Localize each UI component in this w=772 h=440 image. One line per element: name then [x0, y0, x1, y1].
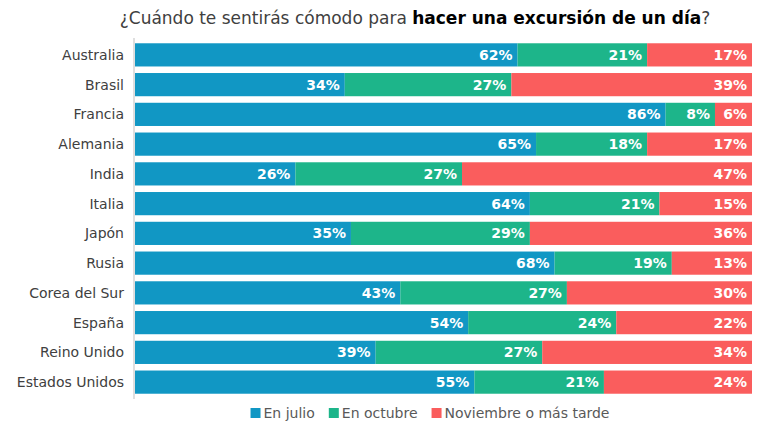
title: ¿Cuándo te sentirás cómodo para hacer un… [120, 8, 710, 28]
bar-segment [400, 281, 567, 304]
legend-marker [329, 408, 339, 418]
legend-label: En octubre [342, 405, 418, 421]
data-label: 6% [723, 106, 747, 122]
data-label: 62% [479, 47, 513, 63]
data-label: 65% [498, 136, 532, 152]
data-label: 21% [621, 196, 655, 212]
data-label: 29% [491, 225, 525, 241]
bar-segment [542, 341, 752, 364]
data-label: 15% [713, 196, 747, 212]
bar-segment [647, 43, 752, 66]
category-label: Italia [89, 196, 124, 212]
chart: ¿Cuándo te sentirás cómodo para hacer un… [0, 0, 772, 440]
legend-label: Noviembre o más tarde [445, 405, 610, 421]
bar-segment [715, 103, 752, 126]
data-label: 27% [504, 344, 538, 360]
bar-segment [345, 73, 512, 96]
legend-label: En julio [264, 405, 315, 421]
data-label: 39% [337, 344, 371, 360]
bar-segment [468, 311, 616, 334]
data-label: 68% [516, 255, 550, 271]
category-label: Rusia [86, 255, 124, 271]
bar-segment [530, 222, 752, 245]
bar-segment [135, 43, 518, 66]
bar-segment [351, 222, 530, 245]
bar-segment [666, 103, 715, 126]
bar-segment [555, 252, 672, 275]
bar-segment [376, 341, 543, 364]
data-label: 21% [609, 47, 643, 63]
data-label: 55% [436, 374, 470, 390]
bar-segment [295, 162, 462, 185]
data-label: 13% [713, 255, 747, 271]
data-label: 22% [713, 315, 747, 331]
data-label: 47% [713, 166, 747, 182]
data-labels: 62% 21% 17% 34% 27% 39% 86% 8% 6% 65% 18% 17% 26% 27%… [257, 47, 747, 390]
data-label: 30% [713, 285, 747, 301]
data-label: 64% [491, 196, 525, 212]
bar-segment [474, 371, 604, 394]
category-label: Corea del Sur [29, 285, 124, 301]
bar-segment [530, 192, 660, 215]
legend-marker [251, 408, 261, 418]
bar-segment [135, 222, 351, 245]
data-label: 86% [627, 106, 661, 122]
category-label: Brasil [85, 77, 124, 93]
bar-segment [135, 341, 376, 364]
data-label: 17% [713, 136, 747, 152]
category-label: Alemania [58, 136, 124, 152]
data-label: 24% [578, 315, 612, 331]
category-label: India [90, 166, 124, 182]
data-label: 24% [713, 374, 747, 390]
data-label: 43% [362, 285, 396, 301]
bar-segment [135, 371, 474, 394]
bar-segment [135, 73, 345, 96]
title-run: hacer una excursión de un día [412, 8, 701, 28]
bar-segment [518, 43, 648, 66]
bars [135, 43, 752, 393]
bar-segment [616, 311, 752, 334]
category-label: Estados Unidos [17, 374, 124, 390]
bar-segment [135, 192, 530, 215]
category-label: España [73, 315, 124, 331]
title-run: ? [701, 8, 710, 28]
category-label: Australia [62, 47, 124, 63]
data-label: 21% [565, 374, 599, 390]
data-label: 34% [713, 344, 747, 360]
category-label: Japón [84, 225, 124, 241]
bar-segment [135, 162, 295, 185]
legend: En julio En octubre Noviembre o más tarde [251, 405, 610, 421]
data-label: 54% [430, 315, 464, 331]
bar-segment [135, 133, 536, 156]
data-label: 18% [609, 136, 643, 152]
data-label: 27% [423, 166, 457, 182]
axis-line [134, 38, 135, 399]
bar-segment [462, 162, 752, 185]
bar-segment [511, 73, 752, 96]
data-label: 27% [473, 77, 507, 93]
category-label: Francia [74, 106, 124, 122]
data-label: 17% [713, 47, 747, 63]
bar-segment [659, 192, 752, 215]
data-label: 35% [312, 225, 346, 241]
bar-segment [135, 103, 666, 126]
legend-marker [432, 408, 442, 418]
bar-segment [604, 371, 752, 394]
bar-segment [135, 281, 400, 304]
bar-segment [135, 311, 468, 334]
data-label: 36% [713, 225, 747, 241]
data-label: 8% [686, 106, 710, 122]
bar-segment [567, 281, 752, 304]
title-run: ¿Cuándo te sentirás cómodo para [120, 8, 412, 28]
bar-segment [536, 133, 647, 156]
data-label: 34% [306, 77, 340, 93]
bar-segment [135, 252, 555, 275]
data-label: 19% [633, 255, 667, 271]
data-label: 39% [713, 77, 747, 93]
data-label: 27% [528, 285, 562, 301]
category-label: Reino Unido [40, 344, 124, 360]
bar-segment [672, 252, 752, 275]
bar-segment [647, 133, 752, 156]
data-label: 26% [257, 166, 291, 182]
